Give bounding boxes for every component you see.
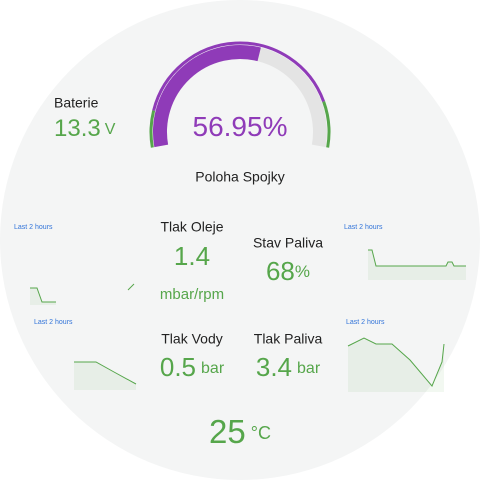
- stat-unit: bar: [297, 360, 321, 377]
- gauge-unit: %: [263, 111, 288, 142]
- stat-value: 68%: [266, 256, 310, 286]
- stat-number: 13.3: [54, 115, 101, 142]
- stat-value: 13.3 V: [54, 115, 116, 142]
- stat-unit: °C: [251, 423, 271, 443]
- stat-label: Tlak Oleje: [160, 219, 223, 235]
- threshold-arc: [322, 101, 331, 148]
- time-range: Last 2 hours: [14, 224, 53, 231]
- stat-unit: mbar/rpm: [160, 286, 224, 303]
- sparkline-line: [74, 361, 137, 385]
- time-range: Last 2 hours: [344, 224, 383, 231]
- sparkline: Last 2 hours: [346, 319, 445, 392]
- stat-unit: %: [295, 262, 310, 281]
- sparkline-area: [74, 362, 136, 390]
- threshold-arc: [152, 41, 326, 111]
- stat-value: 1.4: [174, 241, 210, 271]
- time-range: Last 2 hours: [34, 319, 73, 326]
- gauge-number: 56.95: [193, 111, 263, 142]
- stat-number: 3.4: [256, 352, 292, 382]
- stat-label: Tlak Paliva: [254, 331, 323, 347]
- sparkline: Last 2 hours: [344, 224, 466, 280]
- sparkline-area: [30, 288, 56, 305]
- gauge-value-arc: [153, 45, 261, 148]
- stat-value: 0.5 bar: [160, 352, 225, 382]
- stat-number: 0.5: [160, 352, 196, 382]
- threshold-arc: [149, 110, 156, 148]
- sparkline-line: [30, 287, 56, 303]
- sparkline-line: [368, 249, 466, 267]
- gauge-label: Poloha Spojky: [195, 169, 285, 185]
- sparkline-line: [347, 337, 445, 387]
- stat-label: Stav Paliva: [253, 235, 323, 251]
- time-range: Last 2 hours: [346, 319, 385, 326]
- gauge-value: 56.95%: [193, 111, 288, 142]
- gauge: [149, 41, 331, 148]
- stat-unit: bar: [201, 360, 225, 377]
- sparkline-area: [368, 250, 466, 280]
- sparkline-line: [127, 283, 135, 291]
- stat-label: Tlak Vody: [161, 331, 222, 347]
- stat-label: Baterie: [54, 95, 99, 111]
- sparkline: Last 2 hours: [34, 319, 137, 390]
- stat-number: 68: [266, 256, 295, 286]
- stat-value: 25 °C: [209, 413, 271, 450]
- stat-number: 25: [209, 413, 246, 450]
- stat-value: 3.4 bar: [256, 352, 321, 382]
- stat-unit: V: [105, 121, 116, 138]
- sparkline-area: [348, 338, 444, 392]
- sparkline: Last 2 hours: [14, 224, 135, 305]
